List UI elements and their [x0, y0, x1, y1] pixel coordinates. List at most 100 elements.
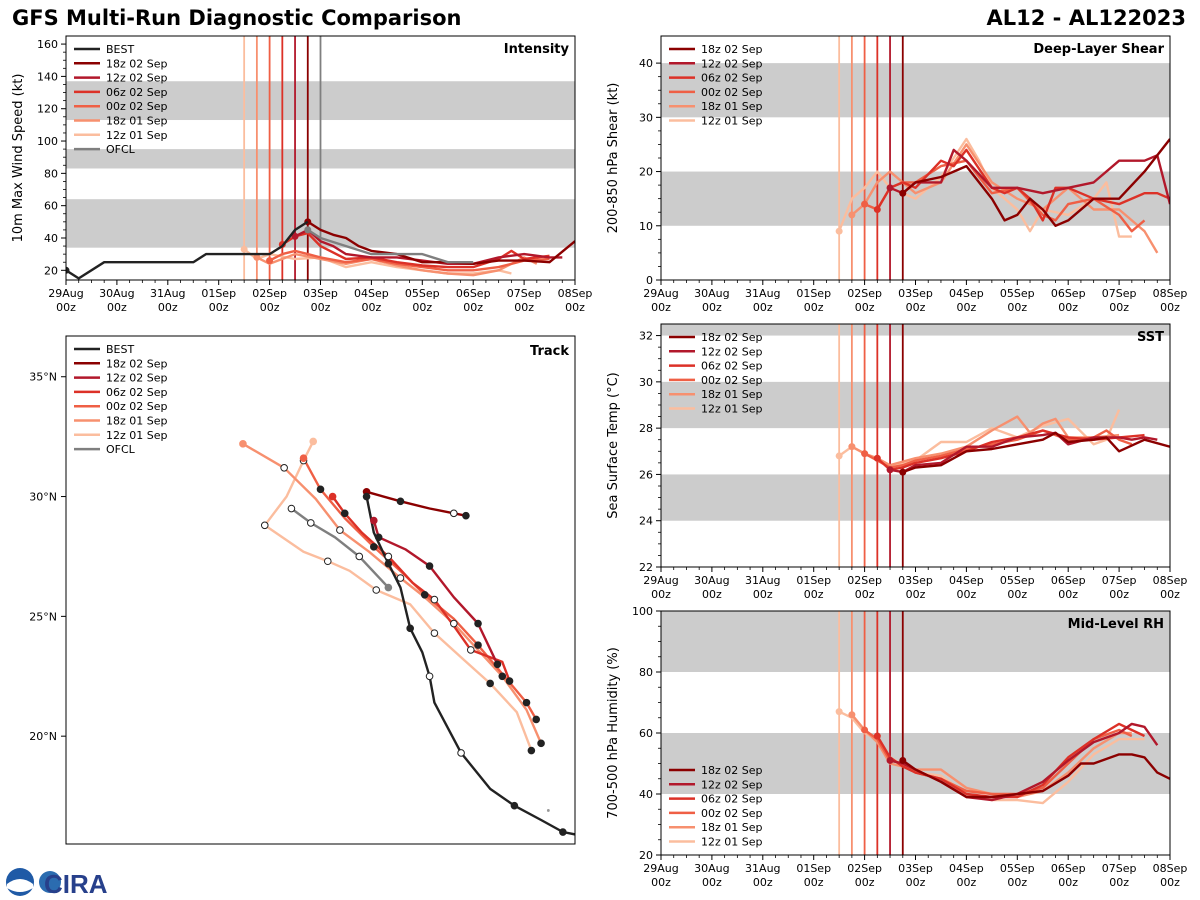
intensity-series-best	[66, 220, 309, 280]
intensity-legend-label-12z-01-sep: 12z 01 Sep	[106, 129, 168, 142]
intensity-xtick-sublabel-8: 00z	[463, 301, 483, 314]
cira-logo-text: CIRA	[44, 869, 108, 898]
track-legend-label-ofcl: OFCL	[106, 443, 136, 456]
shear-xtick-sublabel-6: 00z	[957, 301, 977, 314]
rh-xtick-label-1: 30Aug	[694, 862, 729, 875]
rh-xtick-label-6: 04Sep	[949, 862, 984, 875]
shear-xtick-sublabel-3: 00z	[804, 301, 824, 314]
track-legend-label-00z-02-sep: 00z 02 Sep	[106, 400, 168, 413]
rh-xtick-label-10: 08Sep	[1153, 862, 1188, 875]
rh-series-start-18z-02-sep	[899, 756, 907, 764]
intensity-xtick-label-6: 04Sep	[354, 287, 389, 300]
intensity-xtick-label-2: 31Aug	[150, 287, 185, 300]
rh-series-start-12z-02-sep	[886, 756, 894, 764]
track-legend-label-best: BEST	[106, 343, 134, 356]
shear-xtick-label-0: 29Aug	[643, 287, 678, 300]
track-ytick-label-25: 25°N	[29, 610, 57, 623]
track-marker-00z-02-sep-9	[522, 698, 531, 707]
sst-ytick-label-26: 26	[639, 468, 653, 481]
rh-xtick-sublabel-0: 00z	[651, 876, 671, 889]
sst-xtick-label-6: 04Sep	[949, 574, 984, 587]
track-marker-best-13	[362, 492, 371, 501]
rh-xtick-label-2: 31Aug	[745, 862, 780, 875]
sst-xtick-sublabel-4: 00z	[855, 588, 875, 601]
shear-xtick-sublabel-9: 00z	[1109, 301, 1129, 314]
sst-legend-label-06z-02-sep: 06z 02 Sep	[701, 360, 763, 373]
shear-xtick-label-7: 05Sep	[1000, 287, 1035, 300]
sst-xtick-label-7: 05Sep	[1000, 574, 1035, 587]
shear-xtick-label-6: 04Sep	[949, 287, 984, 300]
rh-xtick-label-3: 01Sep	[796, 862, 831, 875]
track-island-mark	[546, 809, 550, 812]
track-start-18z-01-sep	[239, 440, 247, 448]
sst-xtick-label-8: 06Sep	[1051, 574, 1086, 587]
track-marker-00z-02-sep-3	[370, 543, 378, 551]
track-marker-00z-02-sep-7	[474, 641, 482, 649]
rh-plot-area	[661, 611, 1170, 855]
sst-xtick-sublabel-6: 00z	[957, 588, 977, 601]
rh-xtick-sublabel-6: 00z	[957, 876, 977, 889]
track-marker-12z-01-sep-3	[260, 521, 269, 530]
track-marker-best-1	[559, 828, 567, 836]
sst-xtick-sublabel-3: 00z	[804, 588, 824, 601]
cira-globe-icon	[39, 871, 61, 893]
shear-xtick-label-4: 02Sep	[847, 287, 882, 300]
sst-xtick-sublabel-9: 00z	[1109, 588, 1129, 601]
track-marker-12z-02-sep-1	[374, 533, 383, 542]
track-marker-18z-02-sep-1	[396, 497, 405, 506]
rh-xtick-label-9: 07Sep	[1102, 862, 1137, 875]
shear-xtick-label-2: 31Aug	[745, 287, 780, 300]
intensity-legend-label-18z-02-sep: 18z 02 Sep	[106, 57, 168, 70]
sst-panel-title: SST	[1137, 330, 1164, 345]
intensity-xtick-label-3: 01Sep	[201, 287, 236, 300]
shear-xtick-sublabel-8: 00z	[1058, 301, 1078, 314]
track-legend-label-18z-02-sep: 18z 02 Sep	[106, 357, 168, 370]
shear-ytick-label-20: 20	[639, 166, 653, 179]
shear-xtick-sublabel-4: 00z	[855, 301, 875, 314]
shear-series-start-12z-01-sep	[835, 227, 843, 235]
rh-series-18z-01-sep	[850, 713, 1132, 799]
intensity-xtick-label-4: 02Sep	[252, 287, 287, 300]
rh-xtick-sublabel-1: 00z	[702, 876, 722, 889]
rh-xtick-label-8: 06Sep	[1051, 862, 1086, 875]
sst-xtick-label-0: 29Aug	[643, 574, 678, 587]
rh-legend-label-12z-01-sep: 12z 01 Sep	[701, 836, 763, 849]
rh-legend-label-18z-02-sep: 18z 02 Sep	[701, 764, 763, 777]
sst-xtick-sublabel-7: 00z	[1007, 588, 1027, 601]
track-marker-ofcl-3	[307, 519, 315, 527]
sst-band-1	[661, 381, 1170, 429]
shear-series-start-18z-01-sep	[848, 211, 856, 219]
shear-xtick-sublabel-7: 00z	[1007, 301, 1027, 314]
track-marker-12z-01-sep-9	[430, 629, 439, 637]
rh-band-1	[661, 611, 1170, 672]
sst-xtick-label-5: 03Sep	[898, 574, 933, 587]
intensity-ytick-label-20: 20	[44, 264, 58, 277]
track-marker-12z-01-sep-13	[527, 746, 536, 755]
intensity-xtick-label-5: 03Sep	[303, 287, 338, 300]
sst-xtick-label-3: 01Sep	[796, 574, 831, 587]
sst-series-12z-02-sep	[889, 431, 1158, 474]
shear-xtick-label-8: 06Sep	[1051, 287, 1086, 300]
sst-ylabel: Sea Surface Temp (°C)	[606, 372, 621, 519]
intensity-series-18z-02-sep	[307, 220, 575, 265]
track-ytick-label-35: 35°N	[29, 371, 57, 384]
track-marker-00z-02-sep-1	[316, 485, 325, 494]
intensity-xtick-sublabel-6: 00z	[362, 301, 382, 314]
rh-xtick-label-4: 02Sep	[847, 862, 882, 875]
intensity-legend-label-best: BEST	[106, 43, 134, 56]
sst-legend-label-18z-02-sep: 18z 02 Sep	[701, 331, 763, 344]
sst-xtick-sublabel-10: 00z	[1160, 588, 1180, 601]
intensity-xtick-label-1: 30Aug	[99, 287, 134, 300]
intensity-xtick-sublabel-4: 00z	[260, 301, 280, 314]
sst-band-2	[661, 324, 1170, 336]
shear-legend-label-00z-02-sep: 00z 02 Sep	[701, 86, 763, 99]
track-panel-title: Track	[530, 344, 569, 359]
intensity-xtick-label-0: 29Aug	[48, 287, 83, 300]
track-marker-06z-02-sep-9	[505, 677, 514, 685]
intensity-xtick-sublabel-10: 00z	[565, 301, 585, 314]
intensity-xtick-label-7: 05Sep	[405, 287, 440, 300]
intensity-xtick-sublabel-9: 00z	[514, 301, 534, 314]
intensity-xtick-sublabel-7: 00z	[412, 301, 432, 314]
rh-xtick-sublabel-7: 00z	[1007, 876, 1027, 889]
rh-ylabel: 700-500 hPa Humidity (%)	[606, 647, 621, 819]
